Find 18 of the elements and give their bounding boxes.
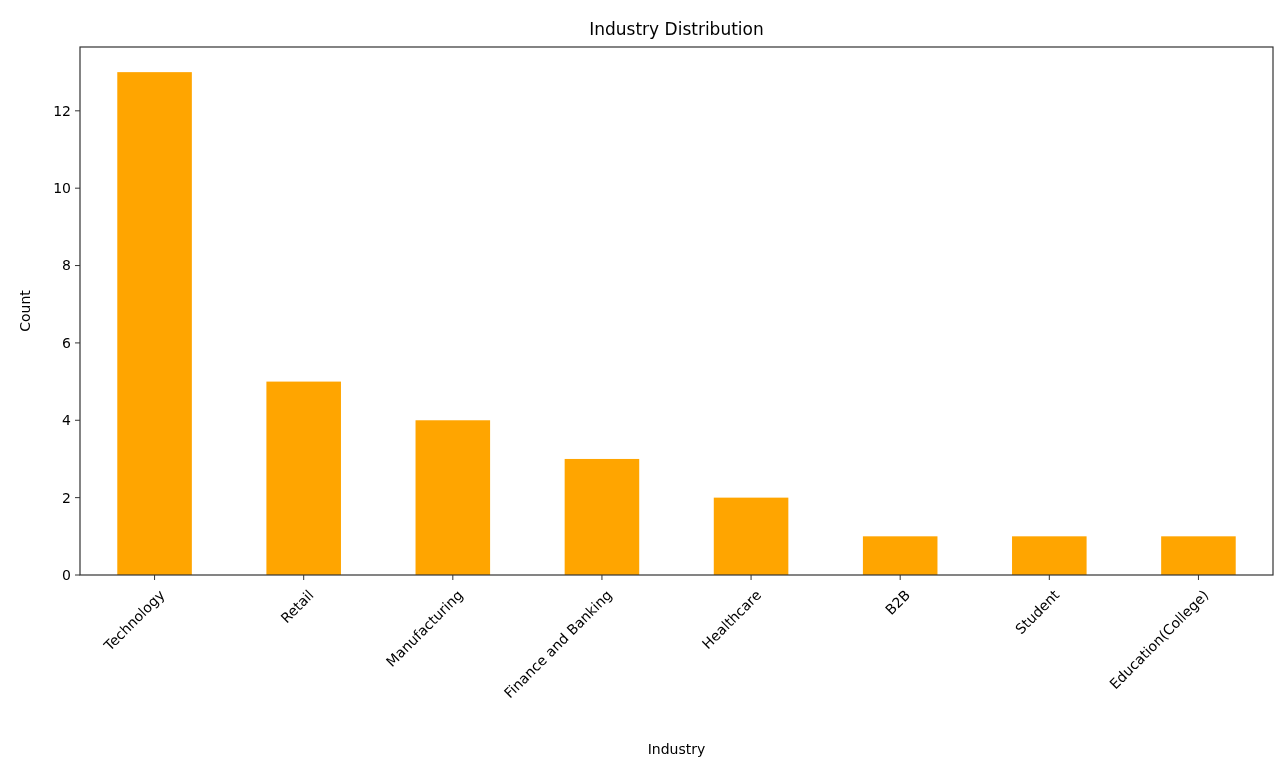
y-tick-label: 12 <box>53 102 71 119</box>
chart-title: Industry Distribution <box>589 19 764 39</box>
bar <box>415 420 491 575</box>
y-tick-label: 2 <box>62 489 71 506</box>
bar <box>266 381 341 575</box>
bar <box>1012 536 1087 575</box>
y-tick-label: 4 <box>62 412 72 429</box>
y-axis-title: Count <box>17 289 33 332</box>
bar <box>117 72 192 575</box>
bar <box>862 536 938 575</box>
bar <box>564 458 640 575</box>
y-tick-label: 10 <box>53 180 71 197</box>
x-axis-title: Industry <box>647 741 706 757</box>
y-tick-label: 0 <box>62 566 71 583</box>
y-tick-label: 6 <box>62 334 72 351</box>
bar <box>1161 536 1236 575</box>
bar <box>713 497 789 575</box>
y-tick-label: 8 <box>62 257 71 274</box>
